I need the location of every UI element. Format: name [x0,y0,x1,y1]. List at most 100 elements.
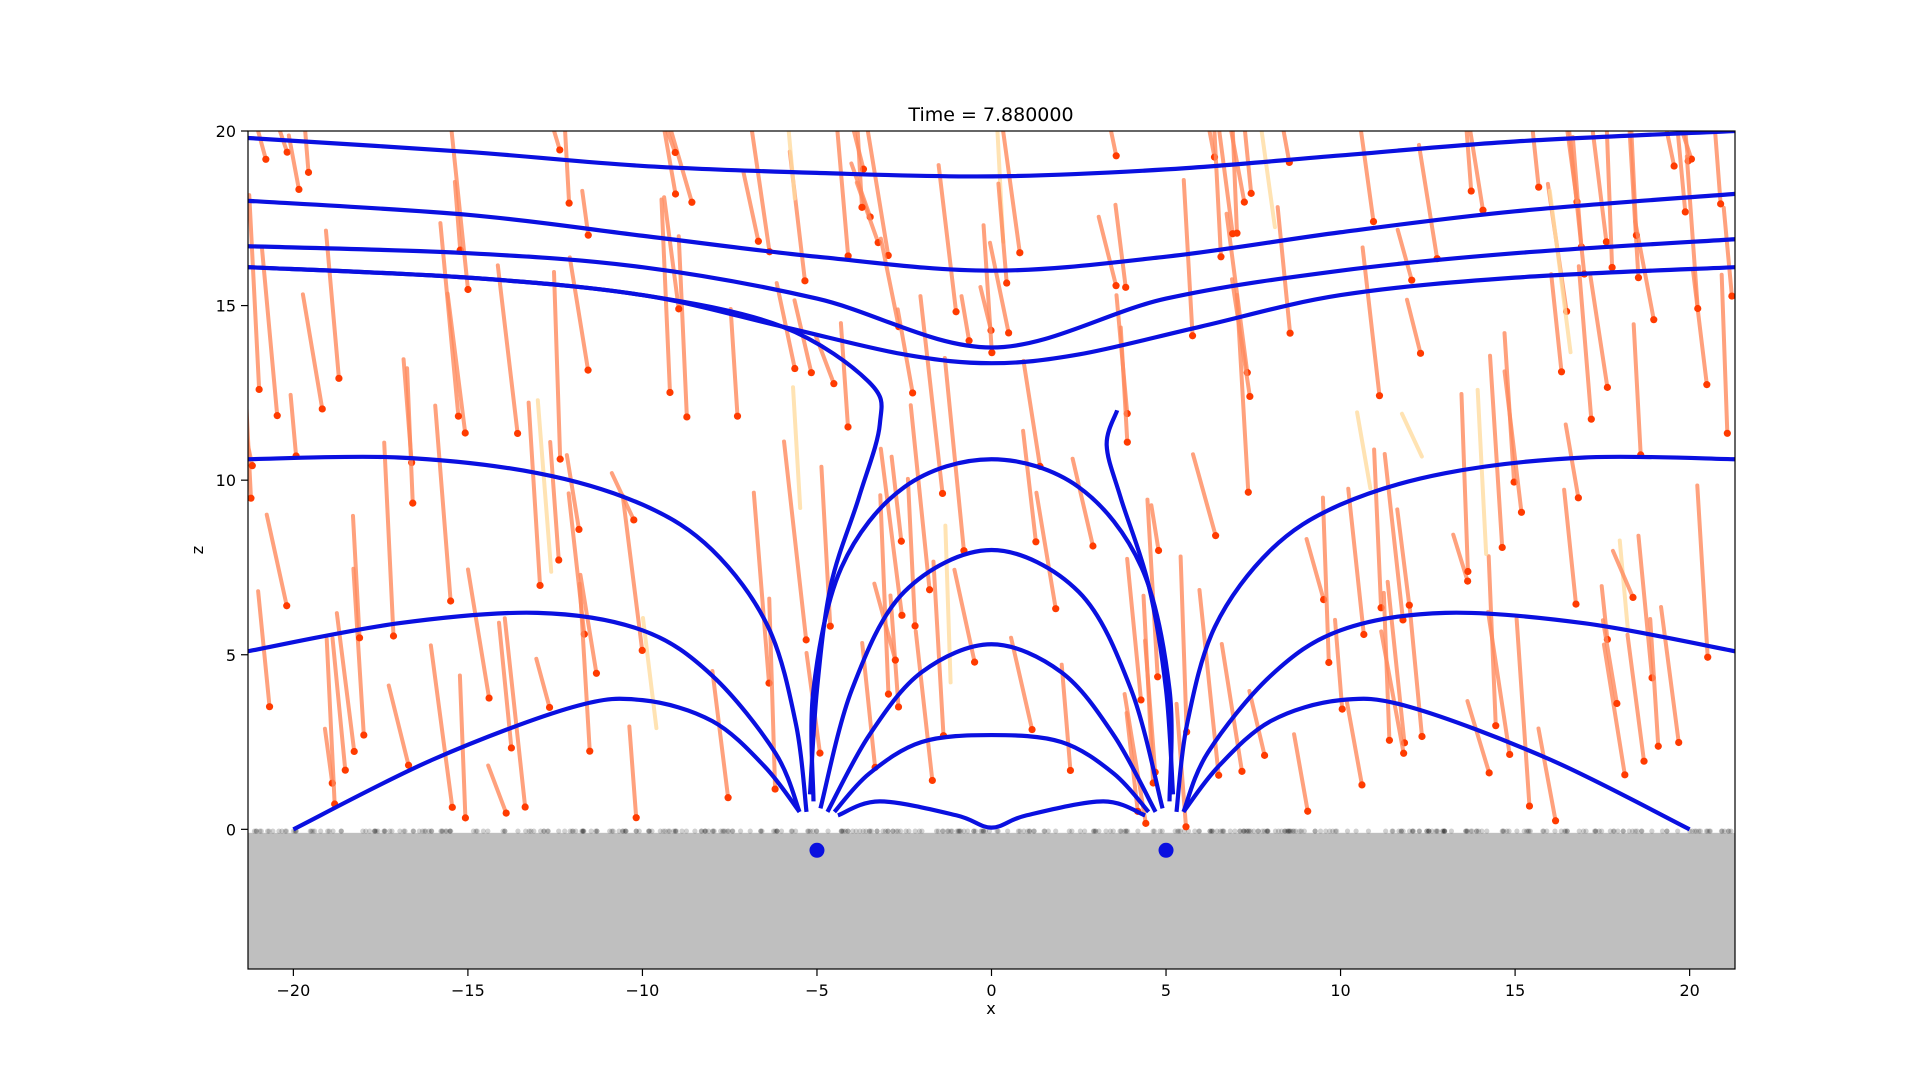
particle-trail [1610,548,1635,600]
surface-dot [1118,828,1124,834]
particle-trail [1475,387,1489,557]
particle-trail [1395,227,1414,283]
surface-dot [470,828,477,834]
particle-point [464,285,472,294]
surface-dot [1583,828,1589,834]
particle-point [771,785,779,793]
surface-dot [672,828,678,834]
surface-dot [1090,828,1096,834]
surface-dot [1025,828,1031,834]
particle-trail [1059,662,1073,773]
particle-point [1717,200,1725,208]
particle-point [1016,249,1024,257]
surface-dot [1721,828,1728,834]
surface-dot [672,828,679,834]
surface-dot [1042,828,1048,834]
particle-trail [710,668,731,800]
particle-trail [1212,131,1223,259]
particle-point [1112,152,1120,160]
surface-dot [810,828,816,834]
particle-point [565,199,573,207]
surface-dot [545,828,551,834]
particle-trail [1242,131,1254,196]
particle-trail [1385,579,1407,745]
particle-point [454,412,463,420]
surface-dot [1227,828,1233,834]
particle-trail [1562,487,1578,607]
particle-trail [548,440,561,563]
surface-dot [1151,828,1158,834]
surface-dot [842,828,849,834]
particle-trail [1459,392,1470,574]
surface-dot [1091,828,1097,834]
surface-dot [282,828,288,834]
particle-point [1535,183,1543,191]
particle-trail [1191,452,1218,538]
particle-point [1142,819,1150,827]
surface-dot [657,828,663,834]
surface-dot [620,828,626,834]
surface-dot [903,828,909,834]
surface-dot [1192,828,1198,834]
x-tick-label: −10 [626,981,660,1000]
surface-dot [845,828,851,834]
particle-point [844,423,852,431]
surface-dots [251,828,1734,834]
surface-dot [1703,828,1709,834]
particle-trail [1021,428,1038,544]
x-tick-label: 5 [1161,981,1171,1000]
chart-title: Time = 7.880000 [907,104,1073,126]
surface-dot [397,828,403,834]
surface-dot [1330,828,1336,834]
particle-trail [1333,617,1345,712]
particle-trail [1181,177,1195,338]
surface-dot [623,828,629,834]
particle-trail [1514,616,1532,809]
surface-dot [307,828,313,834]
particle-point [1244,488,1252,496]
surface-dot [1232,828,1238,834]
surface-dot [1103,828,1109,834]
surface-dot [279,828,285,834]
surface-dot [1293,828,1299,834]
surface-dot [1718,828,1725,834]
particle-point [1137,696,1145,704]
source-points [809,842,1174,858]
surface-dot [1125,828,1131,834]
surface-dot [850,828,856,834]
surface-dot [683,828,690,834]
surface-dot [774,828,780,834]
particle-point [816,749,824,757]
surface-dot [382,828,388,834]
surface-dot [569,828,575,834]
particle-trail [351,566,366,738]
particle-trail [551,269,563,462]
particle-trail [1590,131,1609,244]
surface-dot [439,828,446,834]
surface-dot [326,828,332,834]
surface-dot [1317,828,1324,834]
particle-point [898,611,906,619]
surface-dot [265,828,271,834]
y-tick-label: 20 [216,122,236,141]
surface-dot [1406,828,1413,834]
x-tick-label: −5 [805,981,829,1000]
surface-dot [1244,828,1250,834]
particle-point [335,374,343,382]
surface-dot [758,828,764,834]
particle-point [894,703,903,711]
particle-trail [981,223,994,355]
surface-dot [1599,828,1605,834]
surface-dot [1286,828,1292,834]
particle-trail [449,131,470,292]
particle-point [671,148,679,157]
surface-dot [308,828,315,834]
particle-trail [878,236,901,329]
surface-dot [382,828,388,834]
surface-dot [729,828,735,834]
particle-trail [1601,642,1627,777]
particle-trail [728,307,740,419]
surface-dot [1196,828,1203,834]
surface-dot [1291,828,1297,834]
surface-dot [874,828,880,834]
